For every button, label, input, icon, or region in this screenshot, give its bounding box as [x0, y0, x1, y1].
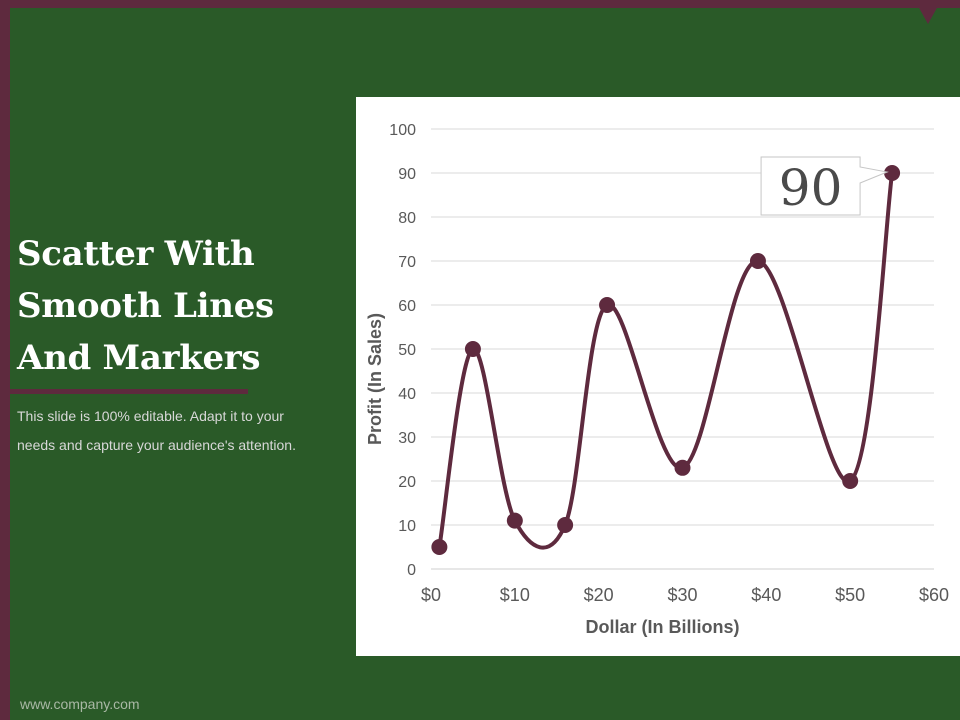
slide-description: This slide is 100% editable. Adapt it to…: [17, 408, 296, 453]
data-point: [749, 253, 766, 269]
top-notch-marker: [918, 6, 938, 24]
y-tick-label: 80: [398, 210, 416, 227]
callout-box: [760, 156, 889, 216]
top-accent-bar: [0, 0, 960, 8]
data-points: [431, 165, 901, 555]
data-point: [599, 297, 616, 313]
chart-panel: 0 10 20 30 40 50 60 70 80 90 100 $0 $10 $20 $30 $40 $50…: [356, 97, 960, 656]
x-tick-label: $0: [421, 585, 441, 605]
data-point: [506, 512, 523, 529]
scatter-chart: 0 10 20 30 40 50 60 70 80 90 100 $0 $10 $20 $30 $40 $50…: [365, 122, 949, 637]
data-point: [842, 473, 859, 489]
x-tick-label: $40: [751, 585, 781, 605]
y-tick-label: 70: [398, 254, 416, 271]
data-point: [557, 517, 574, 533]
x-tick-label: $10: [500, 585, 530, 605]
y-tick-label: 0: [407, 562, 416, 579]
callout-label: 90: [779, 159, 843, 217]
y-tick-label: 40: [398, 386, 416, 403]
x-tick-label: $30: [667, 585, 697, 605]
y-tick-label: 20: [398, 474, 416, 491]
x-tick-label: $60: [919, 585, 949, 605]
footer-url: www.company.com: [20, 696, 140, 712]
data-point: [674, 459, 691, 476]
y-tick-label: 30: [398, 430, 416, 447]
series-line: [437, 171, 895, 550]
value-callout: 90: [760, 156, 889, 217]
y-axis-ticks: 0 10 20 30 40 50 60 70 80 90 100: [389, 122, 416, 579]
data-point: [464, 341, 481, 357]
data-point: [431, 539, 448, 555]
title-underline: [10, 389, 248, 394]
x-axis-title: Dollar (In Billions): [585, 617, 739, 637]
x-tick-label: $20: [584, 585, 614, 605]
y-tick-label: 100: [389, 122, 416, 139]
y-axis-title: Profit (In Sales): [365, 313, 385, 445]
y-tick-label: 90: [398, 166, 416, 183]
y-tick-label: 10: [398, 518, 416, 535]
y-tick-label: 60: [398, 298, 416, 315]
x-axis-ticks: $0 $10 $20 $30 $40 $50 $60: [421, 585, 949, 605]
y-tick-label: 50: [398, 342, 416, 359]
x-tick-label: $50: [835, 585, 865, 605]
left-accent-bar: [0, 0, 10, 720]
data-point: [884, 165, 901, 181]
slide-title: Scatter With Smooth Lines And Markers: [17, 234, 274, 378]
